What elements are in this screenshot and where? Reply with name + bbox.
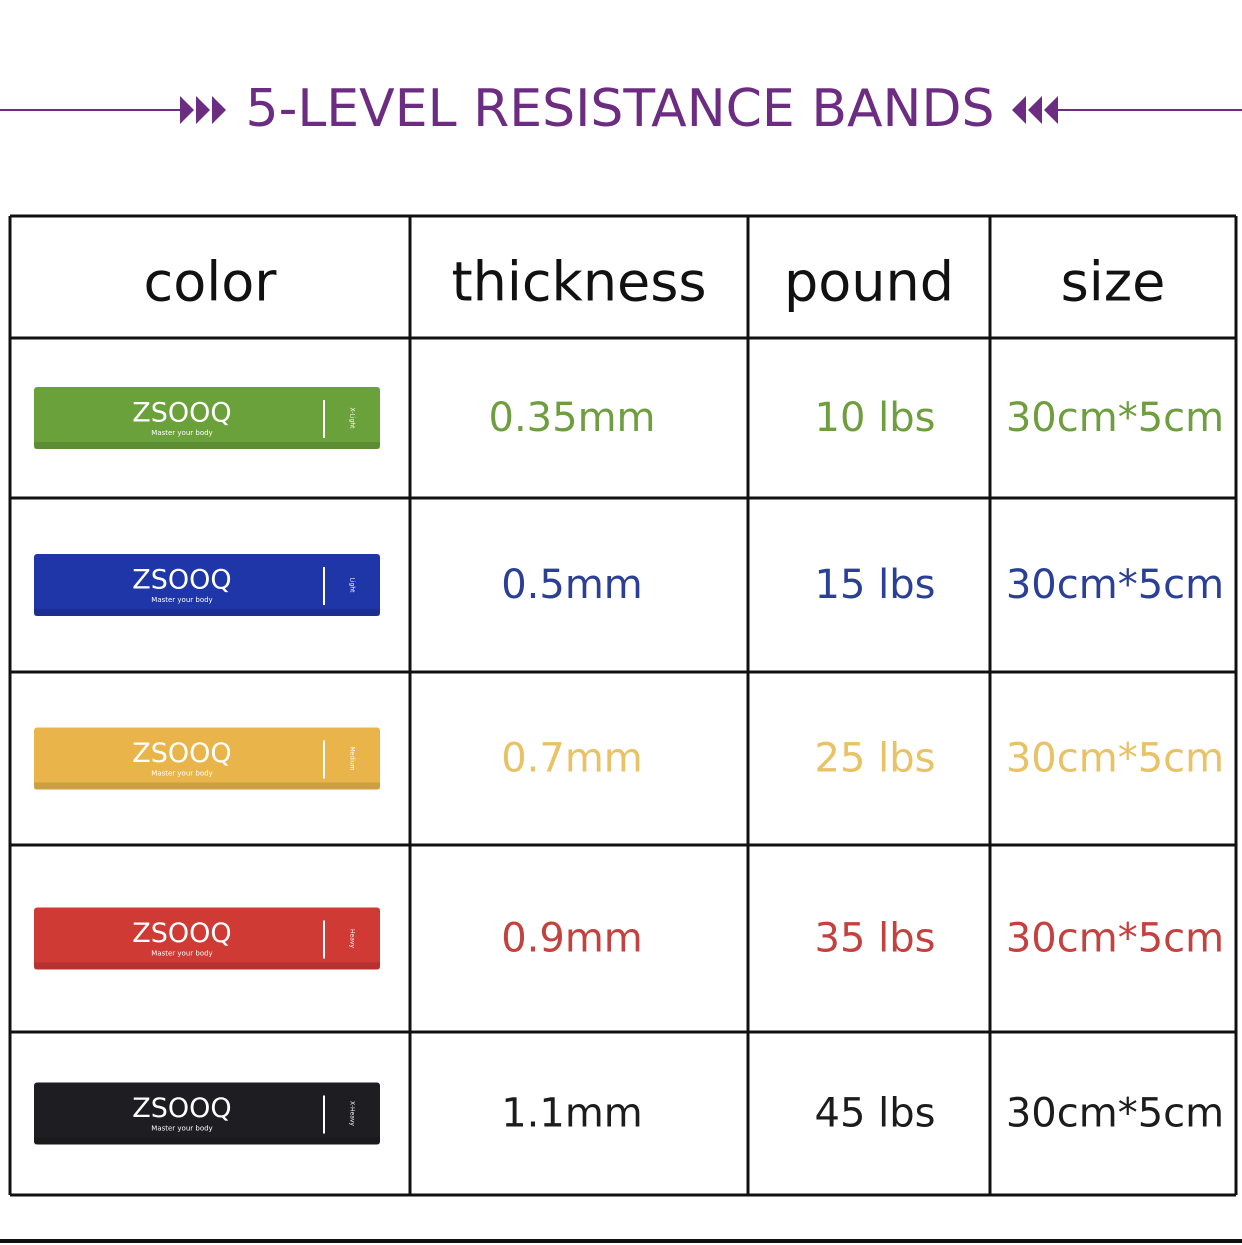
title: 5-LEVEL RESISTANCE BANDS [245,79,994,139]
band-level: Light [349,578,356,594]
band-shade [34,609,380,616]
cell-thickness: 0.7mm [501,736,643,782]
band-body [34,727,380,790]
cell-size: 30cm*5cm [1006,562,1224,608]
band-brand: ZSOOQ [132,738,231,769]
title-arrows [180,96,226,124]
band-tagline: Master your body [151,596,212,604]
band-level: X-Heavy [349,1101,356,1126]
band-tagline: Master your body [151,1125,212,1133]
band-brand: ZSOOQ [132,918,231,949]
cell-thickness: 0.35mm [489,395,656,441]
band-level: X-Light [349,408,356,430]
cell-size: 30cm*5cm [1006,395,1224,441]
cell-thickness: 0.5mm [501,562,643,608]
band-level: Heavy [349,929,356,948]
band-tagline: Master your body [151,770,212,778]
cell-pound: 15 lbs [815,562,936,608]
band-shade [34,1137,380,1145]
column-header: size [1061,251,1166,314]
cell-size: 30cm*5cm [1006,1091,1224,1137]
band-tagline: Master your body [151,429,212,437]
band-body [34,387,380,449]
column-header: pound [784,251,954,314]
band-level: Medium [349,747,356,771]
band-body [34,1082,380,1145]
band-brand: ZSOOQ [132,1093,231,1124]
cell-pound: 25 lbs [815,736,936,782]
cell-pound: 35 lbs [815,916,936,962]
cell-size: 30cm*5cm [1006,916,1224,962]
cell-pound: 10 lbs [815,395,936,441]
column-header: thickness [451,251,706,314]
column-header: color [144,251,278,314]
cell-thickness: 0.9mm [501,916,643,962]
title-arrows [1012,96,1058,124]
band-brand: ZSOOQ [132,565,231,596]
band-brand: ZSOOQ [132,398,231,429]
band-tagline: Master your body [151,950,212,958]
band-shade [34,962,380,970]
band-body [34,907,380,970]
band-shade [34,442,380,449]
cell-thickness: 1.1mm [501,1091,643,1137]
cell-size: 30cm*5cm [1006,736,1224,782]
cell-pound: 45 lbs [815,1091,936,1137]
band-shade [34,782,380,790]
band-body [34,554,380,616]
